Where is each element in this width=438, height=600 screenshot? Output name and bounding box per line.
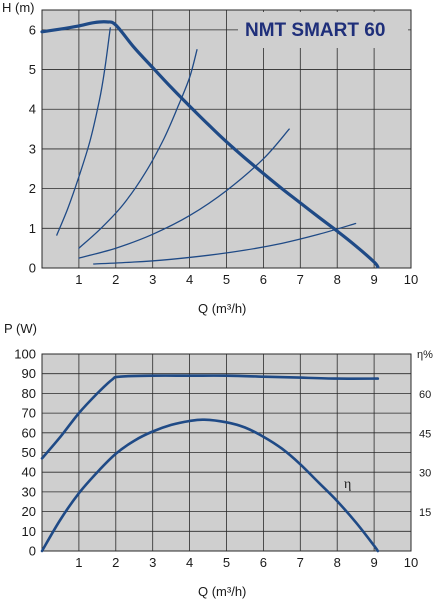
y-tick-label: 60 [22,425,36,440]
efficiency-line [40,418,380,553]
x-tick-label: 5 [223,555,230,570]
head-chart: H (m) 1 2 3 4 5 6 7 8 9 10 0 1 2 3 4 5 6 NMT SMART 60 Q … [2,0,418,316]
x-tick-label: 6 [260,555,267,570]
system-curve-1-line [56,27,111,236]
y-tick-label: 5 [29,62,36,77]
power-chart: P (W) η% 1 2 3 4 5 6 7 8 9 1001020304050607080901… [4,321,433,599]
y-tick-label: 3 [29,141,36,156]
plot-frame [41,9,412,269]
x-tick-label: 8 [334,272,341,287]
x-tick-label: 6 [260,272,267,287]
x-tick-label: 3 [149,555,156,570]
head-x-axis-label: Q (m³/h) [198,301,246,316]
y-tick-label: 0 [29,261,36,276]
x-tick-label: 5 [223,272,230,287]
power-line [40,374,380,460]
head-grid [41,9,412,269]
y2-tick-label: 60 [419,389,431,401]
efficiency-y-axis-label: η% [417,349,433,361]
x-tick-label: 9 [370,272,377,287]
y-tick-label: 40 [22,465,36,480]
x-tick-label: 1 [75,555,82,570]
y-tick-label: 80 [22,386,36,401]
system-curve-2-line [78,49,198,249]
y-tick-label: 0 [29,544,36,559]
x-tick-label: 1 [75,272,82,287]
x-tick-label: 8 [334,555,341,570]
system-curve-4-line [93,222,357,265]
y-tick-label: 6 [29,22,36,37]
power-x-axis-label: Q (m³/h) [198,584,246,599]
x-tick-label: 3 [149,272,156,287]
x-tick-label: 4 [186,272,193,287]
efficiency-curve-label: η [344,477,351,492]
head-curves [40,20,380,269]
x-tick-label: 2 [112,272,119,287]
y-tick-label: 20 [22,504,36,519]
y-tick-label: 100 [14,347,36,362]
x-tick-label: 4 [186,555,193,570]
x-tick-label: 7 [297,272,304,287]
y2-tick-label: 30 [419,468,431,480]
y2-tick-label: 45 [419,428,431,440]
y-tick-label: 1 [29,221,36,236]
y-tick-label: 70 [22,406,36,421]
power-curves [40,374,380,553]
head-tick-labels: 1 2 3 4 5 6 7 8 9 10 0 1 2 3 4 5 6 [29,22,418,287]
y-tick-label: 10 [22,524,36,539]
y-tick-label: 2 [29,181,36,196]
head-y-axis-label: H (m) [2,0,35,15]
max-curve-line [40,20,380,269]
y-tick-label: 4 [29,102,36,117]
y2-tick-label: 15 [419,507,431,519]
x-tick-label: 2 [112,555,119,570]
plot-frame [41,353,412,552]
y-tick-label: 30 [22,484,36,499]
y-tick-label: 50 [22,445,36,460]
power-y-axis-label: P (W) [4,321,37,336]
x-tick-label: 7 [297,555,304,570]
x-tick-label: 10 [404,555,418,570]
y-tick-label: 90 [22,366,36,381]
title-box [238,12,408,48]
x-tick-label: 9 [370,555,377,570]
x-tick-label: 10 [404,272,418,287]
power-tick-labels: 1 2 3 4 5 6 7 8 9 1001020304050607080901001530456… [14,347,431,571]
chart-title: NMT SMART 60 [245,20,385,41]
system-curve-3-line [78,128,290,259]
